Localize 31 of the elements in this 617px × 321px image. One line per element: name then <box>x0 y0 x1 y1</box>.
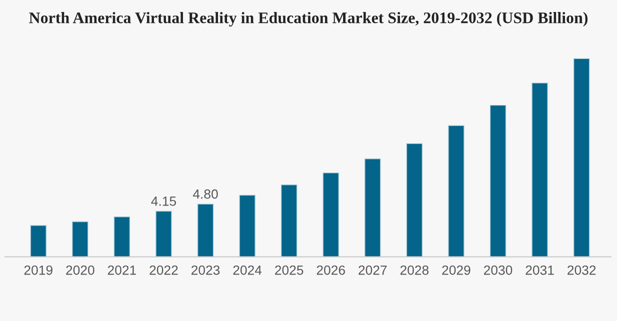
x-tick-label: 2023 <box>191 265 220 275</box>
bar <box>322 172 339 257</box>
x-tick-label: 2030 <box>484 265 512 275</box>
bar <box>532 82 548 257</box>
x-tick-label: 2020 <box>66 265 94 275</box>
bar <box>574 58 590 257</box>
x-tick-label: 2022 <box>150 265 178 275</box>
x-tick-label: 2024 <box>233 265 262 275</box>
x-tick-label: 2031 <box>526 265 554 275</box>
bar <box>448 125 464 257</box>
x-tick-label: 2025 <box>275 265 304 275</box>
x-tick-label: 2032 <box>568 265 596 275</box>
bar <box>490 104 506 257</box>
bar <box>72 221 88 257</box>
bar <box>156 210 172 257</box>
bar <box>406 143 423 257</box>
data-label: 4.80 <box>192 189 218 199</box>
data-label: 4.15 <box>151 196 176 206</box>
bar <box>281 184 298 257</box>
x-tick-label: 2028 <box>400 265 429 275</box>
bar <box>197 204 214 257</box>
x-tick-label: 2027 <box>358 265 387 275</box>
chart-title: North America Virtual Reality in Education Market Size, 2019-2032 (USD Billion) <box>29 12 588 27</box>
bar <box>364 158 381 257</box>
x-tick-label: 2026 <box>316 265 345 275</box>
bar <box>30 225 46 257</box>
x-tick-label: 2021 <box>108 265 136 275</box>
bar <box>114 216 130 257</box>
x-tick-label: 2019 <box>24 265 52 275</box>
bar <box>239 194 256 257</box>
x-tick-label: 2029 <box>442 265 470 275</box>
